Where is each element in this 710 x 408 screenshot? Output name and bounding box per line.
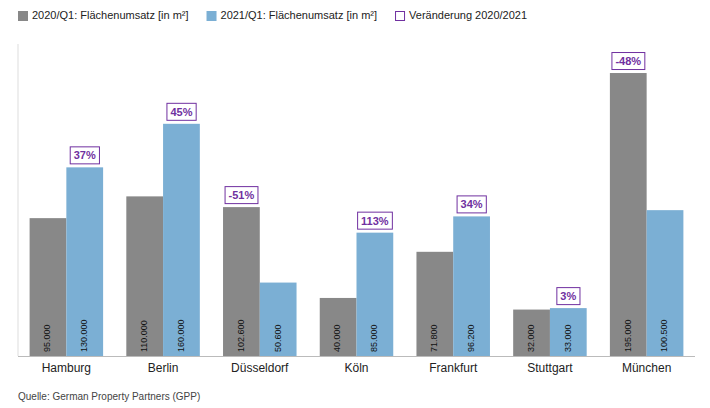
bar bbox=[550, 308, 587, 356]
change-label: 34% bbox=[457, 196, 486, 213]
background bbox=[0, 0, 710, 408]
bar bbox=[126, 196, 163, 356]
change-label: 3% bbox=[557, 288, 580, 305]
change-box bbox=[557, 288, 580, 305]
bar bbox=[260, 283, 297, 356]
data-label: 95.000 bbox=[42, 324, 52, 352]
data-label: 110.000 bbox=[139, 320, 149, 352]
bar bbox=[357, 233, 394, 356]
data-label: 160.000 bbox=[176, 319, 186, 352]
x-tick-label: Köln bbox=[344, 361, 368, 375]
change-label: 37% bbox=[70, 147, 99, 164]
change-box bbox=[70, 147, 99, 164]
data-label: 33.000 bbox=[563, 324, 573, 352]
change-box bbox=[225, 187, 258, 204]
change-label: -51% bbox=[225, 187, 258, 204]
change-text: 3% bbox=[560, 290, 576, 302]
legend-label: 2020/Q1: Flächenumsatz [in m²] bbox=[32, 9, 189, 21]
change-box bbox=[358, 212, 393, 229]
data-label: 50.600 bbox=[273, 324, 283, 352]
bar bbox=[66, 167, 103, 356]
x-tick-label: München bbox=[622, 361, 671, 375]
bar bbox=[453, 216, 490, 356]
legend-swatch bbox=[396, 12, 405, 21]
x-tick-label: Hamburg bbox=[42, 361, 91, 375]
bar bbox=[320, 298, 357, 356]
legend-label: 2021/Q1: Flächenumsatz [in m²] bbox=[221, 9, 378, 21]
x-tick-label: Stuttgart bbox=[527, 361, 573, 375]
change-text: -51% bbox=[229, 189, 255, 201]
change-box bbox=[612, 53, 645, 70]
x-tick-label: Frankfurt bbox=[429, 361, 478, 375]
bars bbox=[30, 73, 684, 356]
data-label: 40.000 bbox=[332, 324, 342, 352]
change-box bbox=[457, 196, 486, 213]
bar bbox=[223, 207, 260, 356]
bar bbox=[610, 73, 647, 356]
y-axis-line bbox=[18, 44, 19, 356]
x-tick-label: Düsseldorf bbox=[231, 361, 289, 375]
change-label: 45% bbox=[167, 103, 196, 120]
change-text: -48% bbox=[615, 55, 641, 67]
x-axis: Hamburg Berlin Düsseldorf Köln Frankfurt Stut… bbox=[42, 361, 672, 375]
data-label: 100.500 bbox=[659, 319, 669, 352]
legend-swatch bbox=[207, 11, 217, 21]
change-box bbox=[167, 103, 196, 120]
change-text: 37% bbox=[74, 149, 96, 161]
x-axis-line bbox=[18, 356, 695, 357]
bar bbox=[513, 310, 550, 356]
change-text: 45% bbox=[170, 106, 192, 118]
data-label: 71.800 bbox=[429, 324, 439, 352]
change-label: -48% bbox=[612, 53, 645, 70]
data-label: 102.600 bbox=[236, 319, 246, 352]
data-label: 195.000 bbox=[623, 319, 633, 352]
change-labels: 37% 45% -51% 113% 34% 3% -48% bbox=[70, 53, 645, 305]
data-label: 85.000 bbox=[369, 324, 379, 352]
bar bbox=[163, 124, 200, 356]
data-labels: 95.000 110.000 102.600 40.000 71.800 32.000 19… bbox=[42, 319, 669, 352]
legend: 2020/Q1: Flächenumsatz [in m²] 2021/Q1: F… bbox=[18, 9, 527, 21]
legend-swatch bbox=[18, 11, 28, 21]
data-label: 32.000 bbox=[526, 324, 536, 352]
bar bbox=[416, 252, 453, 356]
chart: 2020/Q1: Flächenumsatz [in m²] 2021/Q1: F… bbox=[0, 0, 710, 408]
change-text: 34% bbox=[461, 198, 483, 210]
change-label: 113% bbox=[358, 212, 393, 229]
x-tick-label: Berlin bbox=[148, 361, 179, 375]
bar bbox=[30, 218, 67, 356]
change-text: 113% bbox=[361, 215, 389, 227]
source-note: Quelle: German Property Partners (GPP) bbox=[18, 391, 200, 402]
data-label: 96.200 bbox=[466, 324, 476, 352]
legend-label: Veränderung 2020/2021 bbox=[409, 9, 527, 21]
bar bbox=[647, 210, 684, 356]
data-label: 130.000 bbox=[79, 319, 89, 352]
